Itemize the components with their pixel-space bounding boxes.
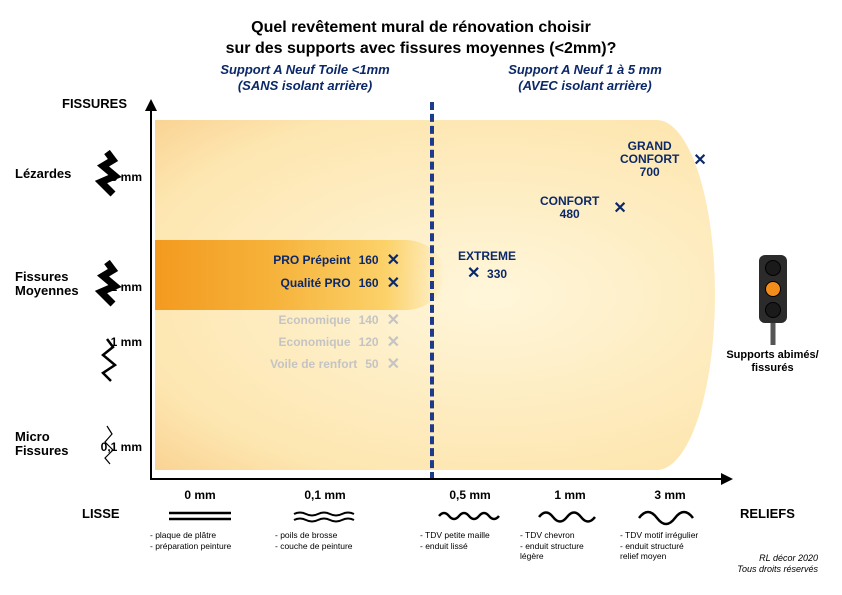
product-point: Voile de renfort 50 ✕ (270, 354, 400, 374)
product-value: 700 (640, 166, 660, 179)
product-label: PRO Prépeint (273, 253, 350, 267)
x-tick: 0,1 mm (285, 488, 365, 502)
x-marker-icon: ✕ (467, 265, 480, 282)
x-marker-icon: ✕ (387, 332, 400, 352)
product-value: 160 (359, 253, 379, 267)
x-axis-title-right: RELIEFS (740, 506, 795, 521)
product-label: Qualité PRO (281, 276, 351, 290)
product-value: 50 (365, 357, 378, 371)
x-tick: 0 mm (160, 488, 240, 502)
traffic-lamp-top (765, 260, 781, 276)
x-marker-icon: ✕ (387, 310, 400, 330)
traffic-light-block: Supports abimés/ fissurés (725, 255, 820, 375)
y-label-row: Lézardes (15, 150, 135, 198)
traffic-lamp-bot (765, 302, 781, 318)
texture-icon (435, 508, 505, 526)
x-description: - poils de brosse- couche de peinture (275, 530, 385, 551)
product-label: Economique (279, 335, 351, 349)
product-point: Economique 120 ✕ (279, 332, 400, 352)
product-value: 160 (359, 276, 379, 290)
x-description: - TDV motif irrégulier- enduit structuré… (620, 530, 730, 562)
x-marker-icon: ✕ (387, 273, 400, 293)
product-label: Voile de renfort (270, 357, 357, 371)
x-description: - TDV chevron- enduit structure légère (520, 530, 630, 562)
texture-icon (535, 508, 605, 526)
y-label-row: Fissures Moyennes (15, 260, 135, 308)
credit-text: RL décor 2020 Tous droits réservés (737, 553, 818, 575)
traffic-light-icon (759, 255, 787, 323)
product-label: Economique (279, 313, 351, 327)
crack-icon (93, 150, 123, 198)
product-value: 120 (359, 335, 379, 349)
product-point: EXTREME✕ 330 (458, 250, 516, 283)
x-marker-icon: ✕ (387, 354, 400, 374)
texture-icon (165, 508, 235, 526)
y-label-text: Micro Fissures (15, 430, 85, 459)
x-marker-icon: ✕ (613, 198, 626, 218)
y-axis-title: FISSURES (62, 96, 127, 111)
x-description: - TDV petite maille- enduit lissé (420, 530, 530, 551)
x-tick: 3 mm (630, 488, 710, 502)
product-point: GRANDCONFORT700 ✕ (620, 140, 707, 180)
main-title: Quel revêtement mural de rénovation choi… (0, 18, 842, 60)
y-label-row (15, 335, 135, 383)
product-label: GRANDCONFORT700 (620, 140, 679, 180)
subtitle-right: Support A Neuf 1 à 5 mm (AVEC isolant ar… (460, 62, 710, 95)
x-axis (150, 478, 730, 480)
texture-icon (635, 508, 705, 526)
crack-icon (93, 260, 123, 308)
chart-area: FISSURES LISSE RELIEFS 3 mmLézardes2 mmF… (150, 110, 720, 480)
product-label: EXTREME✕ 330 (458, 250, 516, 283)
product-point: Economique 140 ✕ (279, 310, 400, 330)
product-value: 480 (560, 208, 580, 221)
texture-icon (290, 508, 360, 526)
x-marker-icon: ✕ (693, 150, 706, 170)
traffic-light-pole (770, 323, 775, 345)
product-point: Qualité PRO 160 ✕ (281, 273, 400, 293)
crack-icon (93, 335, 123, 383)
subtitle-left: Support A Neuf Toile <1mm (SANS isolant … (180, 62, 430, 95)
y-label-row: Micro Fissures (15, 420, 135, 468)
y-label-text: Lézardes (15, 167, 85, 181)
product-point: CONFORT480 ✕ (540, 195, 627, 221)
traffic-caption: Supports abimés/ fissurés (725, 349, 820, 375)
product-point: PRO Prépeint 160 ✕ (273, 250, 400, 270)
y-axis (150, 102, 152, 480)
y-label-text: Fissures Moyennes (15, 270, 85, 299)
x-marker-icon: ✕ (387, 250, 400, 270)
product-label: CONFORT480 (540, 195, 599, 221)
product-value: 140 (359, 313, 379, 327)
vertical-divider (430, 102, 434, 480)
traffic-lamp-mid (765, 281, 781, 297)
product-value: 330 (487, 267, 507, 281)
x-tick: 0,5 mm (430, 488, 510, 502)
x-description: - plaque de plâtre- préparation peinture (150, 530, 260, 551)
x-tick: 1 mm (530, 488, 610, 502)
x-axis-title-left: LISSE (82, 506, 120, 521)
crack-icon (93, 420, 123, 468)
